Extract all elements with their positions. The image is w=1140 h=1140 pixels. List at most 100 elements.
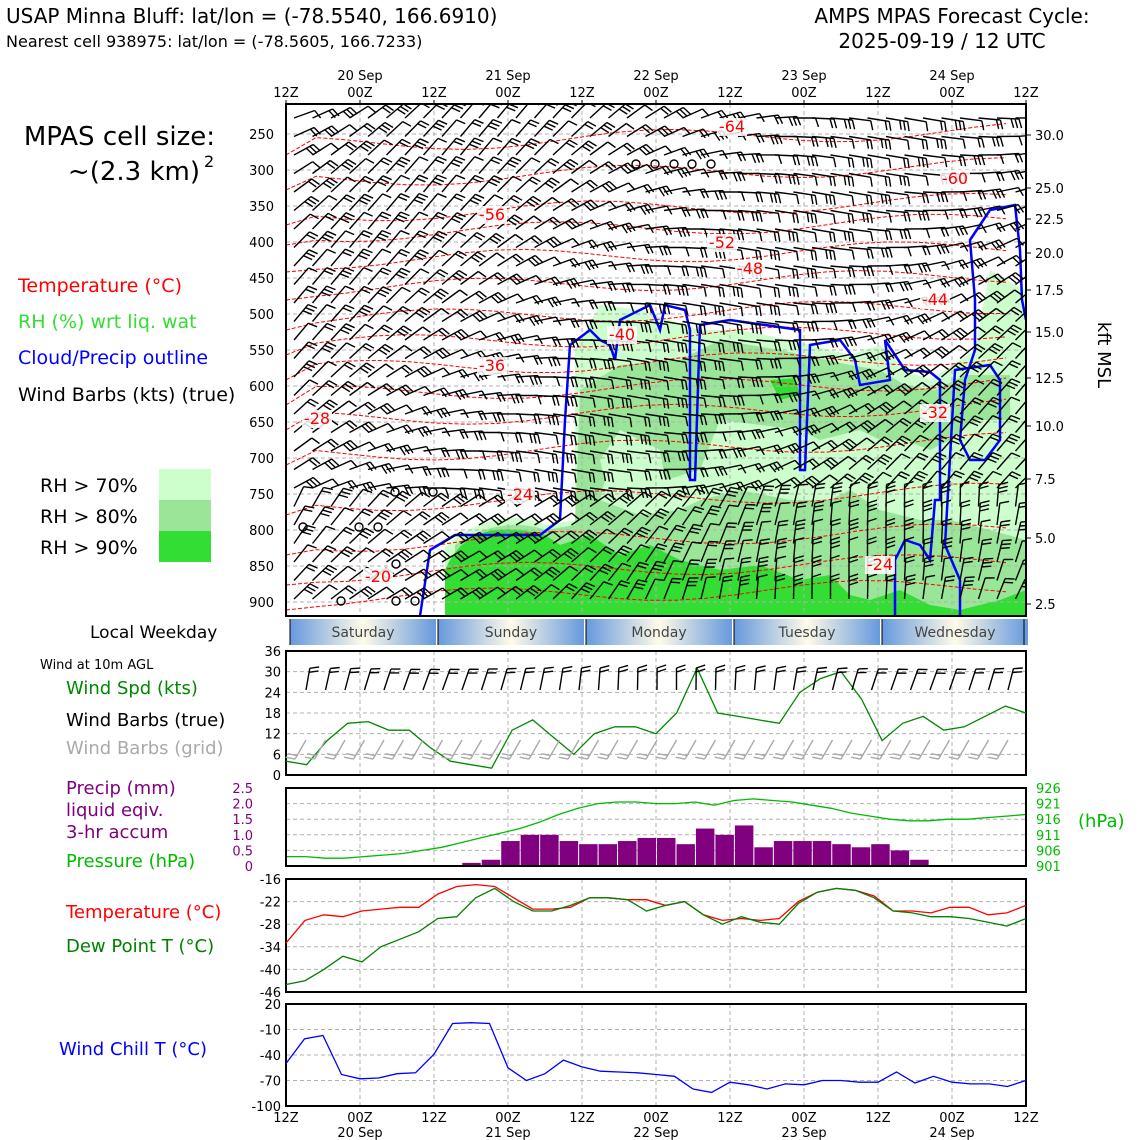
wind-barb <box>645 357 670 372</box>
wind-barb <box>904 154 929 168</box>
wind-barb <box>423 407 451 419</box>
wind-barb <box>848 554 859 581</box>
wind-barb <box>848 191 873 206</box>
wind-barb <box>441 531 469 545</box>
wind-barb <box>293 583 319 600</box>
wind-barb <box>534 177 560 193</box>
pressure-tick-label: 450 <box>249 272 274 287</box>
wind-barb <box>533 119 559 137</box>
wind-barb-grid <box>929 739 951 760</box>
wind-barb <box>330 546 356 563</box>
wind-barb <box>460 270 487 286</box>
wind-barb <box>700 189 728 201</box>
wind-barb <box>682 265 708 278</box>
wind-barb <box>459 174 484 193</box>
wind-barb <box>423 327 450 341</box>
wind-barb <box>441 250 467 267</box>
wind-barb <box>663 489 688 507</box>
wind-barb <box>626 491 653 508</box>
wind-barb <box>682 357 707 372</box>
wind-barb <box>589 493 617 508</box>
wind-barb-grid <box>363 739 385 760</box>
wind-barb <box>312 177 338 193</box>
wind-barb <box>571 511 598 526</box>
wind-barb <box>719 357 744 371</box>
y-tick-label: 20 <box>264 998 281 1013</box>
wind-barb <box>811 135 837 148</box>
wind-barb <box>644 543 668 563</box>
wind-barb <box>349 481 377 493</box>
wind-barb <box>348 488 373 507</box>
weekday-cell <box>586 619 732 645</box>
temperature-label-bg <box>505 486 535 504</box>
calm-circle <box>428 487 438 497</box>
top-tick-label: 00Z <box>939 86 965 101</box>
legend-rh90: RH > 90% <box>40 537 138 559</box>
wind-barb <box>922 154 948 168</box>
wind-barb <box>645 265 672 276</box>
wind-barb <box>829 518 841 544</box>
wind-barb <box>441 289 468 304</box>
wind-barb <box>645 320 670 334</box>
temperature-label-bg <box>302 410 332 428</box>
wind-barb <box>330 266 355 285</box>
wind-barb <box>534 394 560 406</box>
y-tick-label: -28 <box>260 918 281 933</box>
wind-barb <box>774 265 799 280</box>
wind-barb <box>811 191 836 206</box>
wind-barb <box>718 504 739 526</box>
wind-barb <box>663 560 683 581</box>
wind-barb <box>515 157 541 174</box>
wind-barb <box>941 276 969 288</box>
kft-tick-label: 15.0 <box>1035 326 1064 341</box>
wind-barb <box>515 531 543 545</box>
wind-barb <box>682 394 707 408</box>
wind-barb <box>293 544 317 563</box>
wind-barb <box>552 565 579 582</box>
wind-barb <box>774 135 801 146</box>
calm-circle <box>390 487 400 497</box>
wind-barb <box>977 452 1002 470</box>
wind-barb <box>386 286 411 304</box>
precip-label-1: Precip (mm) <box>66 778 176 799</box>
wind-barb <box>367 462 396 474</box>
wind-barb <box>1014 578 1026 600</box>
wind-barb <box>478 137 503 156</box>
wind-barb <box>737 228 763 242</box>
wind-barb <box>645 490 671 508</box>
wind-barb <box>978 360 1003 378</box>
wind-barb <box>977 433 1002 452</box>
wind-barb <box>589 431 614 446</box>
wind-barb-true <box>1007 667 1023 691</box>
precip-bar <box>559 841 579 866</box>
wind-barb <box>867 154 892 169</box>
wind-barb <box>793 154 819 167</box>
wind-barb-true <box>305 666 320 691</box>
wind-barb-grid <box>773 739 795 760</box>
wind-barb <box>811 320 838 331</box>
wind-barb <box>996 342 1022 359</box>
wind-barb <box>756 283 781 298</box>
wind-barb <box>885 209 911 222</box>
wind-barb <box>330 124 358 138</box>
pressure-tick-label: 350 <box>249 200 274 215</box>
wind-barb <box>1014 437 1026 452</box>
wind-barb-grid <box>753 739 775 760</box>
wind-barb <box>700 465 728 477</box>
wind-barb <box>792 573 804 600</box>
wind-barb <box>367 211 392 230</box>
precip-bar <box>715 834 734 866</box>
wind-barb <box>423 268 449 286</box>
precip-bar <box>540 834 559 866</box>
precip-bar <box>481 859 501 866</box>
wind-barb <box>978 290 1005 304</box>
wind-barb <box>885 228 912 240</box>
wind-barb <box>700 540 719 563</box>
wind-barb <box>367 528 394 545</box>
wind-barb <box>811 474 838 489</box>
wind-barb <box>904 347 932 360</box>
wind-barb <box>681 488 706 507</box>
wind-barb <box>719 209 745 221</box>
wind-barb <box>552 583 578 600</box>
wind-barb <box>663 468 690 479</box>
